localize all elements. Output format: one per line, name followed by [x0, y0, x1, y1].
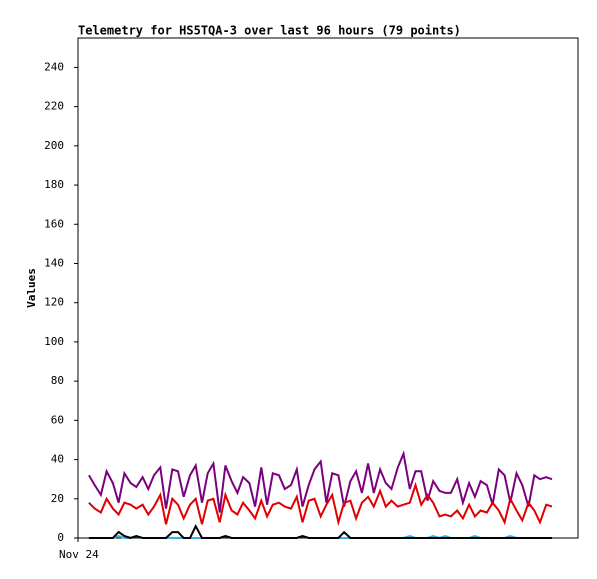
plot-frame: [77, 37, 579, 539]
y-tick-label: 140: [44, 256, 64, 269]
y-tick-label: 180: [44, 178, 64, 191]
y-tick-label: 220: [44, 100, 64, 113]
y-tick-label: 40: [51, 453, 64, 466]
y-tick-label: 100: [44, 335, 64, 348]
y-tick-label: 160: [44, 217, 64, 230]
series-line: [88, 523, 552, 540]
y-tick-label: 80: [51, 374, 64, 387]
series-line: [88, 450, 553, 513]
y-tick-label: 0: [57, 531, 64, 544]
y-tick-label: 60: [51, 413, 64, 426]
y-tick-label: 120: [44, 296, 64, 309]
y-axis-label: Values: [25, 268, 38, 308]
series-line: [88, 481, 553, 527]
y-tick-label: 20: [51, 492, 64, 505]
y-tick-label: 240: [44, 60, 64, 73]
chart-title: Telemetry for HS5TQA-3 over last 96 hour…: [78, 24, 461, 38]
y-tick-label: 200: [44, 139, 64, 152]
x-tick-label: Nov 24: [59, 548, 99, 561]
